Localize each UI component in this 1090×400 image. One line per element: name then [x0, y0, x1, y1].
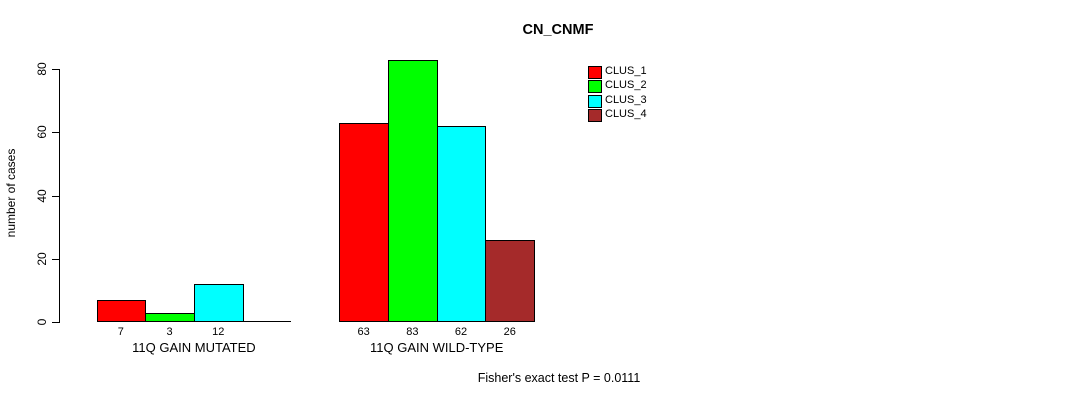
chart-title: CN_CNMF: [522, 22, 594, 38]
legend-label: CLUS_1: [605, 65, 647, 77]
legend-label: CLUS_4: [605, 107, 647, 120]
bar-clus_2: [388, 59, 438, 322]
bar-value-label: 7: [117, 326, 124, 338]
y-tick-mark: [52, 258, 59, 260]
bar-value-label: 83: [406, 326, 419, 338]
bar-value-label: 26: [503, 326, 516, 338]
bar-value-label: 12: [212, 326, 225, 338]
bar-clus_4: [485, 239, 536, 322]
legend-swatch-clus_1: [588, 66, 602, 79]
y-tick-mark: [52, 132, 59, 134]
y-tick-mark: [52, 195, 59, 197]
bar-clus_3: [436, 125, 487, 322]
legend-swatch-clus_2: [588, 80, 602, 94]
y-tick-label: 20: [35, 252, 49, 266]
bar-clus_1: [96, 299, 147, 322]
bar-clus_2: [145, 312, 195, 322]
y-tick-label: 0: [35, 318, 49, 326]
y-tick-label: 80: [35, 62, 49, 76]
y-tick-mark: [52, 322, 59, 323]
y-tick-label: 60: [35, 125, 49, 139]
x-category-label: 11Q GAIN MUTATED: [132, 340, 256, 355]
x-category-label: 11Q GAIN WILD-TYPE: [369, 340, 504, 355]
y-tick-mark: [52, 69, 59, 70]
bar-value-label: 63: [357, 326, 370, 338]
y-axis-label: number of cases: [4, 148, 18, 238]
bar-clus_3: [193, 284, 244, 322]
legend-swatch-clus_3: [588, 94, 602, 108]
bar-value-label: 3: [166, 326, 173, 338]
bar-clus_1: [339, 122, 389, 322]
legend-label: CLUS_2: [605, 79, 647, 92]
legend-swatch-clus_4: [588, 108, 602, 122]
y-tick-label: 40: [35, 188, 49, 203]
y-axis-line: [59, 69, 60, 323]
annotation-text: Fisher's exact test P = 0.0111: [477, 371, 641, 385]
bar-value-label: 62: [454, 326, 468, 338]
legend-label: CLUS_3: [605, 93, 647, 106]
